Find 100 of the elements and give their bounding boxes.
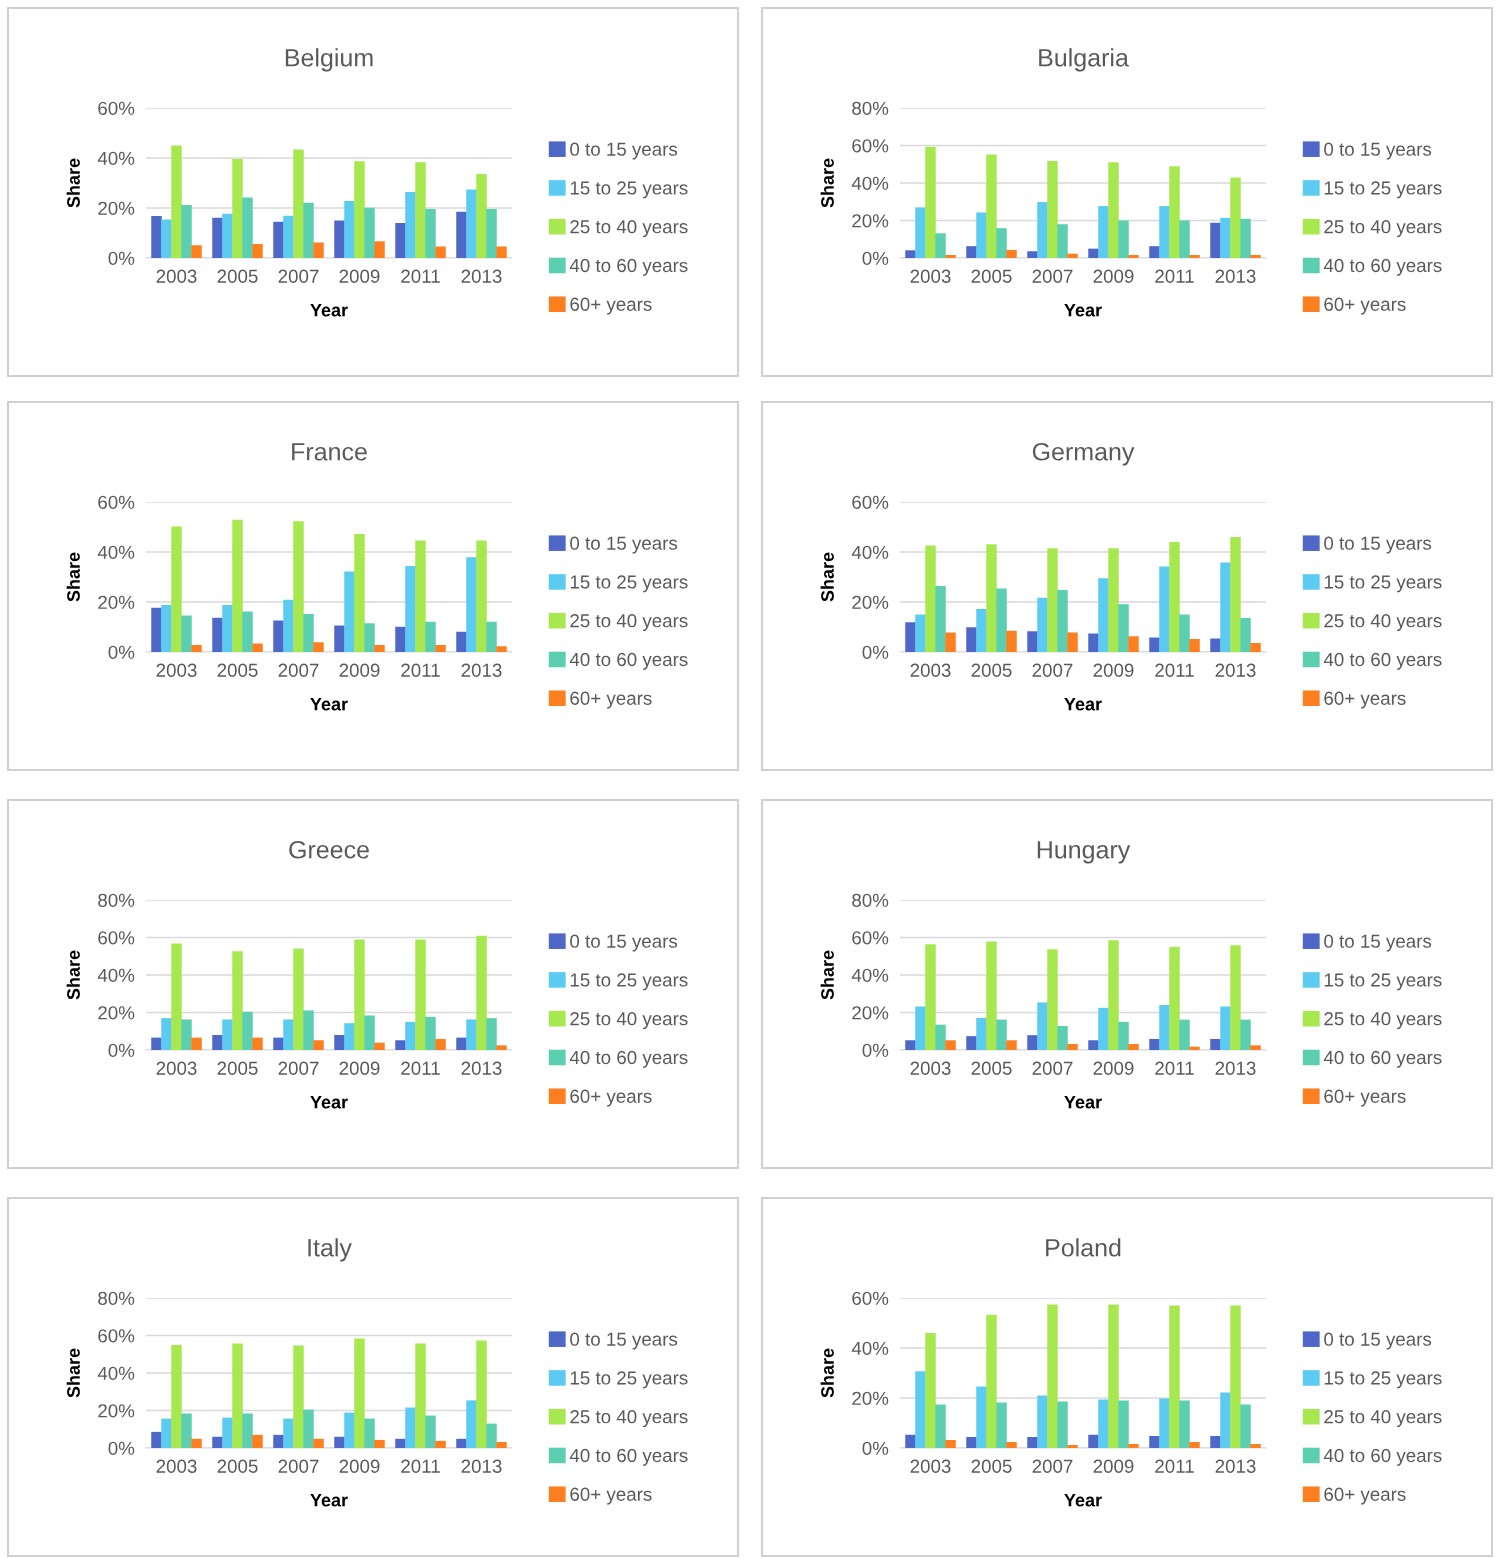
y-tick-label: 60% (852, 1291, 889, 1305)
x-tick-label: 2005 (217, 1459, 258, 1473)
bar (486, 209, 497, 258)
bar (935, 1404, 946, 1448)
bar (966, 627, 977, 652)
bar (1250, 1444, 1261, 1448)
bar (303, 1409, 314, 1448)
y-tick-label: 40% (97, 968, 135, 982)
x-tick-label: 2009 (339, 663, 380, 677)
y-tick-label: 60% (98, 931, 135, 945)
bar (293, 521, 304, 652)
y-tick-label: 60% (852, 139, 889, 153)
bar (191, 1438, 202, 1448)
bar (476, 935, 487, 1050)
bar (935, 1024, 946, 1050)
bar (976, 1386, 987, 1448)
x-tick-label: 2005 (971, 1459, 1012, 1473)
bar (1027, 631, 1038, 652)
bar (161, 1418, 172, 1448)
bar (976, 1017, 987, 1050)
bar (1189, 639, 1200, 652)
x-tick-label: 2005 (971, 269, 1012, 283)
bar (283, 1418, 294, 1448)
chart-title: Greece (289, 840, 369, 859)
legend-label: 25 to 40 years (570, 1410, 688, 1428)
bar (1210, 1436, 1221, 1448)
bar (986, 544, 997, 652)
x-tick-label: 2003 (910, 663, 951, 677)
legend-label: 60+ years (570, 1089, 652, 1107)
bar (395, 1040, 406, 1050)
bar (151, 216, 162, 258)
bar (405, 566, 416, 652)
bar (925, 146, 936, 258)
bar (252, 643, 263, 652)
bar (1067, 253, 1078, 258)
y-tick-label: 80% (98, 893, 135, 907)
y-tick-label: 0% (862, 1043, 889, 1057)
legend-label: 60+ years (1324, 1089, 1406, 1107)
bar (1169, 1305, 1180, 1448)
y-tick-label: 20% (852, 1006, 889, 1020)
bar (405, 1021, 416, 1050)
bar (303, 1010, 314, 1050)
bar (283, 1019, 294, 1050)
bar (1250, 255, 1261, 258)
legend-label: 40 to 60 years (1323, 258, 1442, 276)
bar (1047, 1304, 1058, 1448)
bar (293, 149, 304, 258)
bar (405, 1407, 416, 1448)
y-tick-label: 20% (98, 201, 135, 215)
bar (151, 1431, 162, 1448)
y-tick-label: 20% (98, 1006, 135, 1020)
bar (945, 1040, 956, 1050)
bar (1169, 166, 1180, 258)
legend-label: 0 to 15 years (1324, 536, 1432, 554)
y-tick-label: 60% (98, 1329, 135, 1343)
bar (925, 545, 936, 652)
x-tick-label: 2005 (217, 269, 258, 283)
x-tick-label: 2009 (1093, 1061, 1134, 1075)
x-axis-title: Year (310, 697, 348, 711)
bar (212, 217, 223, 258)
bar (354, 534, 365, 652)
bar (905, 1040, 916, 1050)
legend-label: 0 to 15 years (570, 1332, 678, 1350)
y-axis-title: Share (66, 552, 80, 602)
x-tick-label: 2011 (401, 1459, 440, 1473)
x-tick-label: 2007 (278, 1459, 319, 1473)
y-tick-label: 0% (108, 1043, 135, 1057)
legend-label: 25 to 40 years (1324, 1410, 1442, 1428)
bar (996, 228, 1007, 258)
bar (354, 161, 365, 258)
y-tick-label: 40% (97, 1366, 135, 1380)
y-tick-label: 80% (852, 101, 889, 115)
legend-label: 15 to 25 years (1324, 1371, 1442, 1389)
bar (1027, 251, 1038, 258)
chart-title: France (292, 443, 367, 461)
legend-label: 25 to 40 years (570, 1012, 688, 1030)
y-tick-label: 60% (98, 101, 135, 115)
bar (466, 557, 477, 652)
bar (1108, 548, 1119, 652)
bar (354, 939, 365, 1050)
bar (435, 246, 446, 258)
bar (996, 588, 1007, 652)
bar (466, 1400, 477, 1448)
bar (303, 202, 314, 258)
x-tick-label: 2007 (1032, 269, 1073, 283)
bar (405, 192, 416, 258)
bar (1169, 946, 1180, 1050)
bar (1210, 1038, 1221, 1050)
bar (1118, 220, 1129, 258)
legend-label: 15 to 25 years (570, 973, 688, 991)
x-tick-label: 2003 (156, 269, 197, 283)
bar (966, 1437, 977, 1448)
legend-label: 15 to 25 years (1324, 575, 1442, 593)
x-tick-label: 2013 (461, 1061, 502, 1075)
legend-label: 15 to 25 years (570, 1371, 688, 1389)
legend-label: 0 to 15 years (1324, 142, 1432, 160)
x-tick-label: 2005 (217, 1061, 258, 1075)
bar (1067, 632, 1078, 652)
legend-label: 0 to 15 years (1324, 934, 1432, 952)
legend-label: 15 to 25 years (1324, 973, 1442, 991)
